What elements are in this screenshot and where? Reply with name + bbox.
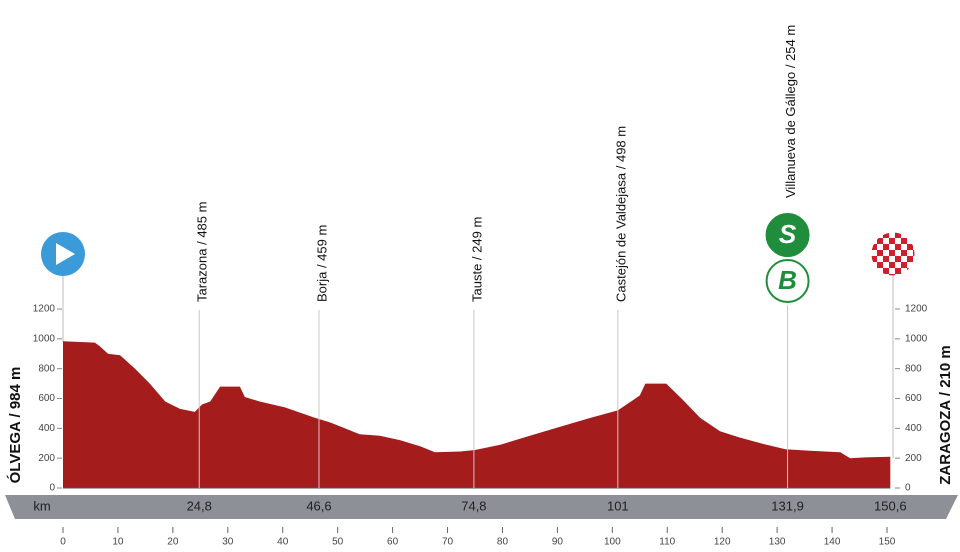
- x-tick-label: 130: [769, 537, 786, 548]
- y2-tick-label: 800: [905, 363, 922, 374]
- y-tick-label: 0: [49, 483, 55, 494]
- x-tick-label: 80: [497, 537, 509, 548]
- y2-tick-label: 600: [905, 393, 922, 404]
- y-tick-label: 400: [38, 423, 55, 434]
- km-label: 46,6: [306, 498, 331, 513]
- start-label: ÓLVEGA / 984 m: [6, 367, 24, 484]
- x-tick-label: 50: [332, 537, 344, 548]
- y2-tick-label: 200: [905, 453, 922, 464]
- finish-label: ZARAGOZA / 210 m: [937, 345, 954, 484]
- km-label: 150,6: [874, 498, 907, 513]
- bonus-icon: [765, 259, 810, 303]
- x-tick-label: 120: [714, 537, 731, 548]
- y2-tick-label: 400: [905, 423, 922, 434]
- point-label: Castejón de Valdejasa / 498 m: [613, 126, 628, 302]
- y-tick-label: 1200: [33, 304, 56, 315]
- finish-icon: [870, 231, 916, 277]
- distance-bar: [5, 495, 958, 519]
- point-label: Villanueva de Gállego / 254 m: [783, 25, 798, 198]
- y2-tick-label: 1200: [905, 304, 928, 315]
- x-tick-label: 20: [167, 537, 179, 548]
- km-label: 24,8: [187, 498, 212, 513]
- y2-tick-label: 0: [905, 483, 911, 494]
- distance-label: km: [33, 498, 50, 513]
- elevation-area: [63, 341, 891, 488]
- y-tick-label: 600: [38, 393, 55, 404]
- x-tick-label: 150: [879, 537, 896, 548]
- icon-letter: B: [778, 265, 797, 295]
- x-tick-label: 140: [824, 537, 841, 548]
- x-tick-label: 90: [552, 537, 564, 548]
- point-label: Borja / 459 m: [314, 225, 329, 302]
- x-tick-label: 30: [222, 537, 234, 548]
- x-tick-label: 70: [442, 537, 454, 548]
- point-label: Tarazona / 485 m: [195, 202, 210, 302]
- x-tick-label: 110: [659, 537, 675, 548]
- y-tick-label: 1000: [33, 333, 56, 344]
- point-label: Tauste / 249 m: [469, 217, 484, 302]
- x-tick-label: 10: [112, 537, 124, 548]
- x-tick-label: 60: [387, 537, 399, 548]
- km-label: 101: [607, 498, 629, 513]
- sprint-icon: [765, 213, 810, 257]
- x-tick-label: 40: [277, 537, 289, 548]
- x-tick-label: 0: [60, 537, 66, 548]
- km-label: 131,9: [771, 498, 804, 513]
- start-icon: [41, 232, 85, 276]
- x-tick-label: 100: [604, 537, 621, 548]
- y2-tick-label: 1000: [905, 333, 928, 344]
- y-tick-label: 200: [38, 453, 55, 464]
- y-tick-label: 800: [38, 363, 55, 374]
- icon-letter: S: [779, 219, 797, 249]
- km-label: 74,8: [461, 498, 486, 513]
